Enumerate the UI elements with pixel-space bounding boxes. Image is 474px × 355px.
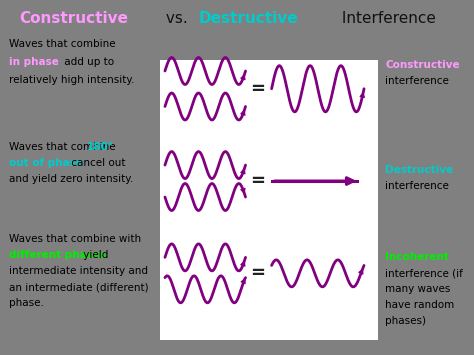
Text: phase.: phase. xyxy=(9,298,45,308)
Text: out of phase: out of phase xyxy=(9,158,83,168)
Text: add up to: add up to xyxy=(61,57,114,67)
Text: phases): phases) xyxy=(385,316,426,326)
Text: =: = xyxy=(250,80,265,98)
Text: relatively high intensity.: relatively high intensity. xyxy=(9,75,135,84)
Text: vs.: vs. xyxy=(161,11,193,26)
Bar xyxy=(160,60,378,340)
Text: Incoherent: Incoherent xyxy=(385,252,449,262)
Text: Constructive: Constructive xyxy=(385,60,460,70)
Text: Waves that combine: Waves that combine xyxy=(9,142,119,152)
Text: Waves that combine with: Waves that combine with xyxy=(9,234,142,244)
Text: Waves that combine: Waves that combine xyxy=(9,39,116,49)
Text: have random: have random xyxy=(385,300,455,310)
Text: =: = xyxy=(250,172,265,190)
Text: different phases: different phases xyxy=(9,250,107,260)
Text: many waves: many waves xyxy=(385,284,451,294)
Text: in phase: in phase xyxy=(9,57,59,67)
Text: Constructive: Constructive xyxy=(19,11,128,26)
Text: 180°: 180° xyxy=(87,142,114,152)
Text: cancel out: cancel out xyxy=(68,158,125,168)
Text: interference: interference xyxy=(385,181,449,191)
Text: interference (if: interference (if xyxy=(385,268,463,278)
Text: Interference: Interference xyxy=(337,11,436,26)
Text: yield: yield xyxy=(80,250,108,260)
Text: and yield zero intensity.: and yield zero intensity. xyxy=(9,174,134,184)
Text: interference: interference xyxy=(385,76,449,86)
Text: Destructive: Destructive xyxy=(199,11,299,26)
Text: intermediate intensity and: intermediate intensity and xyxy=(9,266,148,276)
Text: =: = xyxy=(250,264,265,282)
Text: an intermediate (different): an intermediate (different) xyxy=(9,282,149,292)
Text: Destructive: Destructive xyxy=(385,165,454,175)
